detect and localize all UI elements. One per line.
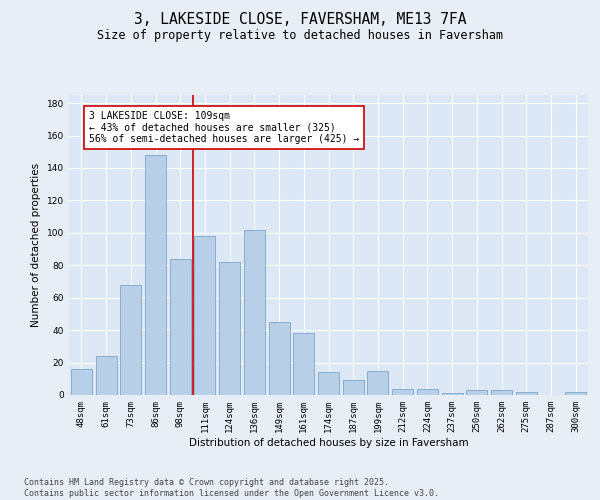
Bar bbox=[219, 262, 240, 395]
Bar bbox=[392, 388, 413, 395]
Bar bbox=[170, 259, 191, 395]
Bar bbox=[466, 390, 487, 395]
Y-axis label: Number of detached properties: Number of detached properties bbox=[31, 163, 41, 327]
X-axis label: Distribution of detached houses by size in Faversham: Distribution of detached houses by size … bbox=[188, 438, 469, 448]
Text: Contains HM Land Registry data © Crown copyright and database right 2025.
Contai: Contains HM Land Registry data © Crown c… bbox=[24, 478, 439, 498]
Bar bbox=[269, 322, 290, 395]
Bar bbox=[417, 388, 438, 395]
Bar bbox=[318, 372, 339, 395]
Bar bbox=[367, 370, 388, 395]
Bar bbox=[145, 155, 166, 395]
Bar bbox=[491, 390, 512, 395]
Bar bbox=[293, 334, 314, 395]
Text: 3, LAKESIDE CLOSE, FAVERSHAM, ME13 7FA: 3, LAKESIDE CLOSE, FAVERSHAM, ME13 7FA bbox=[134, 12, 466, 28]
Bar bbox=[343, 380, 364, 395]
Text: 3 LAKESIDE CLOSE: 109sqm
← 43% of detached houses are smaller (325)
56% of semi-: 3 LAKESIDE CLOSE: 109sqm ← 43% of detach… bbox=[89, 111, 359, 144]
Text: Size of property relative to detached houses in Faversham: Size of property relative to detached ho… bbox=[97, 29, 503, 42]
Bar bbox=[516, 392, 537, 395]
Bar bbox=[120, 284, 141, 395]
Bar bbox=[95, 356, 116, 395]
Bar bbox=[442, 394, 463, 395]
Bar bbox=[565, 392, 586, 395]
Bar bbox=[244, 230, 265, 395]
Bar bbox=[194, 236, 215, 395]
Bar bbox=[71, 369, 92, 395]
